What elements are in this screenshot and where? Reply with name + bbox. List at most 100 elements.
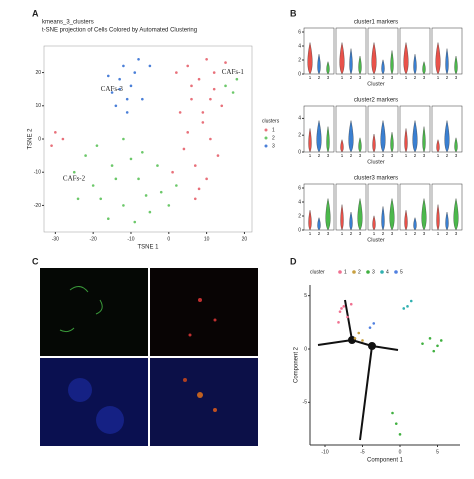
point <box>361 339 364 342</box>
x-tick-label: 5 <box>436 449 439 455</box>
violin <box>421 198 427 231</box>
point <box>224 84 227 88</box>
point <box>118 87 121 91</box>
violin <box>436 204 440 231</box>
point <box>156 164 159 167</box>
legend-label: 1 <box>344 269 347 275</box>
point <box>190 97 193 101</box>
point <box>212 87 216 91</box>
point <box>167 204 171 207</box>
legend-title: cluster <box>310 269 325 275</box>
annotation: CAFs-3 <box>101 85 124 93</box>
point <box>205 177 208 181</box>
legend-swatch <box>394 270 398 274</box>
violin <box>453 198 459 231</box>
x-tick-label: 0 <box>167 236 170 242</box>
violin <box>422 126 426 153</box>
violin <box>357 198 363 231</box>
y-tick-label: 5 <box>304 293 307 299</box>
x-tick-label: 3 <box>455 153 458 158</box>
y-tick-label: 0 <box>298 227 301 233</box>
x-tick-label: 1 <box>373 153 376 158</box>
y-tick-label: 0 <box>304 346 307 352</box>
violin <box>358 137 362 153</box>
violin <box>413 217 417 231</box>
x-tick-label: 3 <box>455 231 458 236</box>
point <box>137 177 140 181</box>
y-tick-label: 0 <box>298 149 301 155</box>
plot-area <box>43 45 253 233</box>
x-axis-label: Component 1 <box>367 458 404 464</box>
point <box>216 154 220 157</box>
x-tick-label: 1 <box>341 153 344 158</box>
point <box>432 349 436 353</box>
point <box>353 337 357 340</box>
x-tick-label: 3 <box>391 75 394 80</box>
y-tick-label: 0 <box>298 71 301 77</box>
x-tick-label: 1 <box>309 75 312 80</box>
point <box>106 217 110 221</box>
violin <box>404 210 408 231</box>
violin <box>454 137 458 153</box>
point <box>406 305 409 308</box>
point <box>209 137 212 141</box>
point <box>394 422 398 425</box>
point <box>76 197 80 201</box>
legend-swatch <box>264 128 268 132</box>
x-tick-label: 3 <box>423 75 426 80</box>
x-tick-label: 20 <box>242 236 248 242</box>
violin <box>358 55 362 75</box>
x-tick-label: 3 <box>391 231 394 236</box>
point <box>148 64 152 68</box>
violin <box>308 128 312 153</box>
y-axis-label: Component 2 <box>294 346 300 383</box>
point <box>398 433 402 436</box>
point <box>436 344 439 348</box>
x-tick-label: 3 <box>327 75 330 80</box>
point <box>141 97 144 101</box>
point <box>175 71 178 74</box>
x-tick-label: 3 <box>455 75 458 80</box>
chart-title: cluster2 markers <box>354 98 398 104</box>
y-tick-label: 10 <box>35 103 41 109</box>
annotation: CAFs-2 <box>63 174 86 182</box>
violin <box>349 48 353 75</box>
x-tick-label: 1 <box>437 153 440 158</box>
point <box>193 197 197 201</box>
violin <box>412 120 418 153</box>
point <box>346 315 349 319</box>
point <box>391 411 394 415</box>
legend-title: clusters <box>262 118 280 124</box>
point <box>61 137 65 141</box>
violin <box>413 54 417 75</box>
y-tick-label: 4 <box>298 199 301 205</box>
x-axis-label: Cluster <box>367 159 385 165</box>
point <box>141 150 144 154</box>
point <box>118 77 121 81</box>
y-tick-label: -20 <box>34 203 41 209</box>
x-tick-label: 1 <box>373 75 376 80</box>
point <box>372 322 376 325</box>
legend-swatch <box>352 270 356 274</box>
annotation: CAFs-1 <box>222 68 245 76</box>
x-tick-label: 0 <box>399 449 402 455</box>
point <box>137 57 140 61</box>
point <box>220 104 224 108</box>
x-tick-label: 2 <box>350 75 353 80</box>
panel-label: A <box>32 8 39 18</box>
violin <box>325 198 331 231</box>
point <box>54 131 57 134</box>
violin <box>349 211 353 231</box>
chart-title: cluster3 markers <box>354 176 398 182</box>
violin <box>435 42 441 75</box>
point <box>159 190 163 194</box>
x-tick-label: 2 <box>350 153 353 158</box>
panel-label: B <box>290 8 297 18</box>
point <box>144 194 148 197</box>
violin <box>371 42 377 75</box>
y-tick-label: -5 <box>303 400 308 406</box>
x-tick-label: 2 <box>446 153 449 158</box>
y-tick-label: 4 <box>298 116 301 122</box>
x-tick-label: 3 <box>423 231 426 236</box>
